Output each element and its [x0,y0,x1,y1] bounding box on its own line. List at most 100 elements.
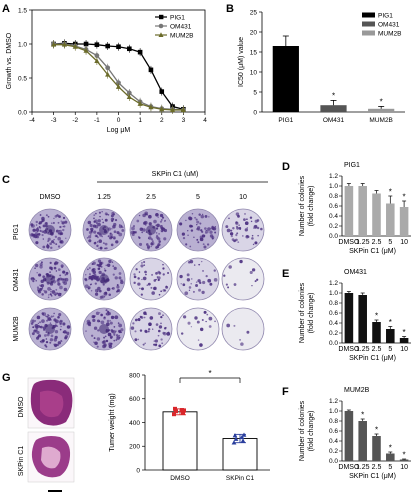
colony [38,273,42,277]
colony [41,312,45,315]
colony [142,228,146,232]
colony [120,280,124,285]
bar [344,293,354,343]
colony [55,243,58,246]
colony [195,284,199,287]
colony [198,263,201,266]
dose-response-chart: 0.0 0.5 1.0 1.5 -4 -3 -2 -1 0 1 2 3 4 Log μM Growth vs… [6,7,207,134]
colony [158,329,161,333]
x-tick-label: 5 [388,464,392,471]
series-line [53,44,184,111]
y-tick-label: 0.8 [329,300,338,307]
colony [150,241,155,246]
y-tick-label: 0.0 [329,233,338,240]
colony [155,227,159,230]
colony [245,235,249,239]
significance-mark: * [375,426,378,435]
colony [144,342,146,344]
bar [162,411,198,471]
y-tick-label: 10 [250,69,258,76]
significance-mark: * [208,369,211,378]
colony [198,213,201,216]
colony [115,339,118,341]
colony [208,316,213,321]
plate-row-label-pig1: PIG1 [13,224,20,240]
colony [113,222,117,227]
y-tick-label: 0.8 [329,418,338,425]
colony [157,216,159,218]
colony [49,338,54,342]
series-line [53,42,184,110]
colony [45,345,48,348]
colony [197,339,200,341]
colony [93,230,97,234]
colony [118,334,120,337]
colony [187,230,189,232]
colony [100,313,103,317]
colony [236,226,240,230]
colony [244,212,246,215]
x-tick-label: DMSO [338,464,360,471]
colony [99,289,102,293]
colony [184,291,189,296]
colony-cluster [99,274,109,284]
colony [86,228,89,231]
colony [100,265,103,268]
colony [93,241,97,245]
colony [32,234,35,237]
colony [91,263,94,265]
colony [204,227,207,230]
data-point [239,434,245,440]
panel-label-d: D [282,161,290,173]
colony [61,320,63,322]
colony [157,237,161,241]
colony [213,269,216,272]
data-point [173,406,177,411]
colony [153,286,157,290]
colony [156,234,159,237]
x-tick-label: DMSO [338,346,360,353]
colony [155,323,159,326]
y-tick-label: 1.0 [329,290,338,297]
colony [65,271,69,275]
bar [358,295,367,343]
bar [358,421,367,461]
colony [47,240,50,243]
colony [133,273,136,276]
colony [90,283,92,286]
colony [137,277,140,280]
colony [62,270,66,274]
colony [235,233,238,237]
colony [199,235,203,239]
x-tick-label: 5 [388,346,392,353]
colony [35,224,38,226]
colony [41,319,45,323]
colony [52,315,55,317]
colony [195,218,198,221]
colony [45,338,48,340]
colony [207,227,211,231]
colony [35,228,40,232]
colony [150,286,153,289]
colony [133,281,136,285]
colony [189,217,193,220]
colony [57,232,61,235]
colony [146,245,151,249]
data-point [174,409,178,414]
plate-col-label-10: 10 [239,194,247,201]
significance-mark: * [332,91,335,100]
colony [246,227,248,229]
colony [134,330,137,333]
significance-mark: * [389,188,392,197]
colony [160,290,163,293]
colony [115,330,117,332]
bar [222,438,258,471]
colony [84,284,89,289]
data-point [105,43,110,49]
colony [254,224,258,229]
y-tick-label: 20 [250,29,258,36]
colony [256,278,259,281]
colony [57,221,60,224]
colony [137,338,140,341]
y-tick-label: 0.0 [329,458,338,465]
